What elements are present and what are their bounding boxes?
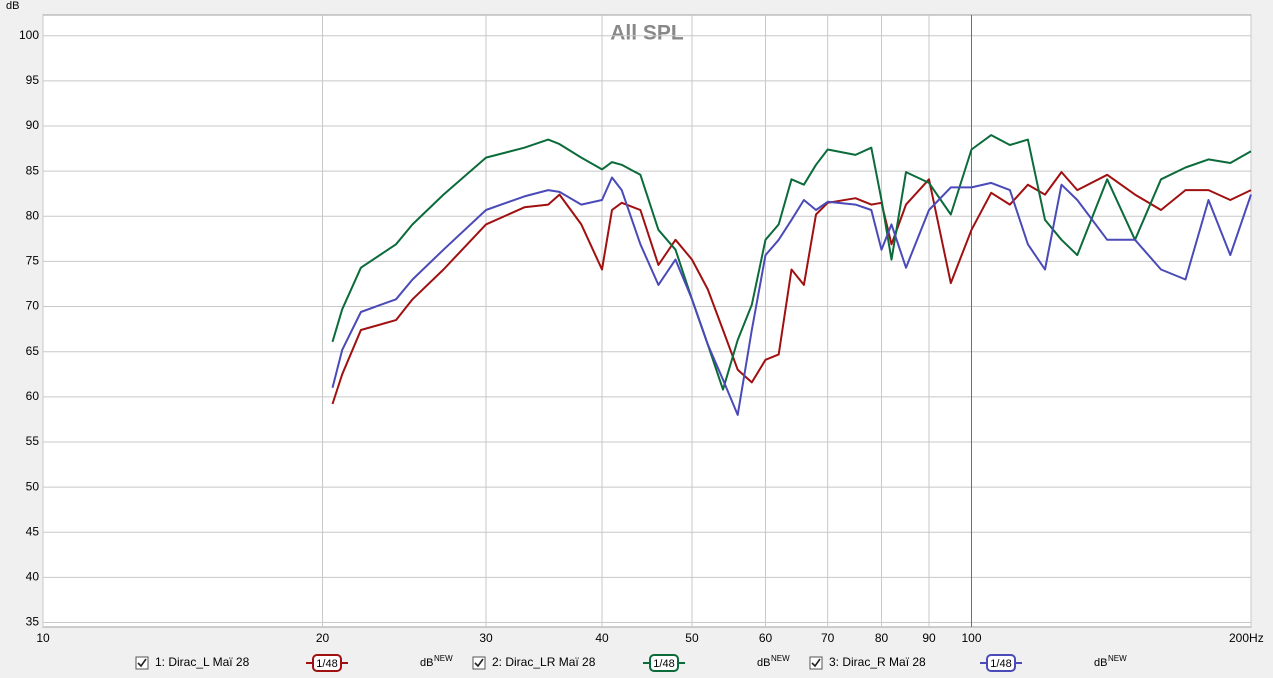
legend-label: 3: Dirac_R Maï 28 xyxy=(829,655,926,669)
y-tick-label: 75 xyxy=(26,254,40,268)
x-tick-label: 10 xyxy=(36,631,50,645)
checkbox[interactable] xyxy=(809,656,823,670)
legend-item: 3: Dirac_R Maï 28 1/48 dB NEW xyxy=(809,654,1127,672)
y-tick-label: 55 xyxy=(26,434,40,448)
y-tick-label: 60 xyxy=(26,389,40,403)
y-tick-label: 50 xyxy=(26,479,40,493)
chart-title: All SPL xyxy=(610,22,684,45)
legend-item: 2: Dirac_LR Maï 28 1/48 dB NEW xyxy=(472,654,790,672)
checkbox-tick xyxy=(811,658,821,668)
legend-item: 1: Dirac_L Maï 28 1/48 dB NEW xyxy=(135,654,453,672)
checkbox[interactable] xyxy=(135,656,149,670)
checkbox-tick xyxy=(137,658,147,668)
y-tick-label: 35 xyxy=(26,615,40,629)
unit-badge: NEW xyxy=(771,654,790,663)
smoothing-label: 1/48 xyxy=(316,658,337,670)
legend-label: 1: Dirac_L Maï 28 xyxy=(155,655,250,669)
x-tick-label: 60 xyxy=(759,631,773,645)
unit-label: dB xyxy=(1094,657,1107,669)
smoothing-button[interactable] xyxy=(312,654,342,672)
x-tick-label: 80 xyxy=(875,631,889,645)
x-tick-label: 90 xyxy=(922,631,936,645)
unit-badge: NEW xyxy=(434,654,453,663)
checkbox-tick xyxy=(474,658,484,668)
y-tick-label: 70 xyxy=(26,299,40,313)
x-tick-label: 50 xyxy=(685,631,699,645)
y-tick-label: 85 xyxy=(26,163,40,177)
plot-area xyxy=(42,14,1252,628)
unit-label: dB xyxy=(420,657,433,669)
unit-label: dB xyxy=(757,657,770,669)
x-tick-label: 40 xyxy=(595,631,609,645)
x-tick-label: 70 xyxy=(821,631,835,645)
smoothing-button[interactable] xyxy=(986,654,1016,672)
smoothing-label: 1/48 xyxy=(990,658,1011,670)
series-line xyxy=(331,171,1252,405)
y-tick-label: 100 xyxy=(19,28,39,42)
unit-badge: NEW xyxy=(1108,654,1127,663)
y-tick-label: 40 xyxy=(26,570,40,584)
checkbox[interactable] xyxy=(472,656,486,670)
y-tick-label: 45 xyxy=(26,524,40,538)
y-axis-label: dB xyxy=(6,0,19,12)
y-tick-label: 95 xyxy=(26,73,40,87)
y-tick-label: 80 xyxy=(26,208,40,222)
x-tick-label: 200Hz xyxy=(1229,631,1264,645)
y-tick-label: 90 xyxy=(26,118,40,132)
series-line xyxy=(331,134,1252,391)
x-tick-label: 30 xyxy=(479,631,493,645)
legend-label: 2: Dirac_LR Maï 28 xyxy=(492,655,596,669)
smoothing-label: 1/48 xyxy=(653,658,674,670)
y-tick-label: 65 xyxy=(26,344,40,358)
series-line xyxy=(331,176,1252,416)
x-tick-label: 20 xyxy=(316,631,330,645)
x-tick-label: 100 xyxy=(961,631,981,645)
smoothing-button[interactable] xyxy=(649,654,679,672)
